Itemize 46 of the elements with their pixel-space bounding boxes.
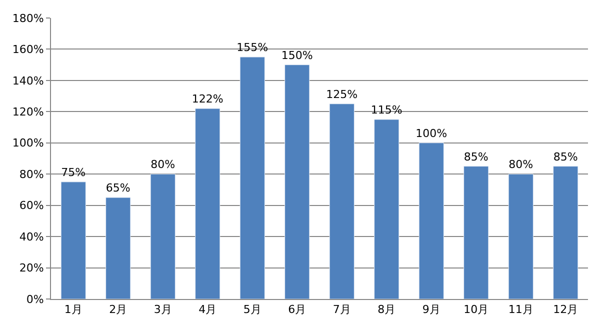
data-label: 85% bbox=[553, 150, 578, 164]
bar bbox=[553, 166, 578, 299]
x-tick-label: 9月 bbox=[422, 303, 440, 316]
y-tick-label: 180% bbox=[12, 12, 44, 25]
x-tick-label: 6月 bbox=[288, 303, 306, 316]
y-tick-label: 40% bbox=[19, 230, 44, 244]
data-label: 155% bbox=[236, 41, 268, 54]
bar bbox=[195, 108, 220, 299]
x-tick-label: 2月 bbox=[109, 303, 128, 316]
data-label: 80% bbox=[150, 158, 176, 172]
bar bbox=[60, 182, 86, 299]
data-label: 80% bbox=[508, 158, 534, 172]
data-label: 115% bbox=[370, 103, 402, 116]
x-tick-label: 8月 bbox=[378, 303, 396, 316]
y-tick-label: 80% bbox=[19, 168, 44, 181]
data-label: 75% bbox=[61, 166, 86, 179]
y-tick-label: 60% bbox=[19, 199, 44, 212]
bar bbox=[329, 104, 354, 299]
x-tick-label: 1月 bbox=[64, 303, 82, 316]
y-tick-label: 140% bbox=[12, 74, 44, 88]
data-label: 125% bbox=[326, 88, 358, 101]
x-tick-label: 3月 bbox=[154, 303, 172, 316]
bar bbox=[150, 174, 176, 299]
y-tick-label: 0% bbox=[26, 292, 44, 306]
x-tick-label: 5月 bbox=[243, 303, 262, 316]
bar bbox=[240, 56, 265, 299]
x-tick-label: 11月 bbox=[508, 303, 534, 316]
bar bbox=[508, 174, 534, 299]
y-tick-label: 160% bbox=[12, 43, 44, 56]
y-tick-label: 100% bbox=[12, 136, 44, 150]
x-tick-label: 10月 bbox=[464, 303, 489, 316]
bar bbox=[374, 119, 400, 299]
y-tick-label: 120% bbox=[12, 106, 44, 119]
data-label: 122% bbox=[192, 92, 224, 106]
y-tick-label: 20% bbox=[19, 262, 44, 275]
data-label: 65% bbox=[106, 182, 130, 195]
data-label: 85% bbox=[464, 150, 488, 164]
x-tick-label: 4月 bbox=[198, 303, 217, 316]
bar bbox=[284, 64, 310, 299]
data-label: 150% bbox=[281, 48, 313, 62]
bar bbox=[464, 166, 489, 299]
bar bbox=[106, 197, 131, 299]
x-tick-label: 12月 bbox=[553, 303, 578, 316]
bar bbox=[418, 142, 444, 299]
data-label: 100% bbox=[416, 126, 448, 140]
x-tick-label: 7月 bbox=[332, 303, 351, 316]
